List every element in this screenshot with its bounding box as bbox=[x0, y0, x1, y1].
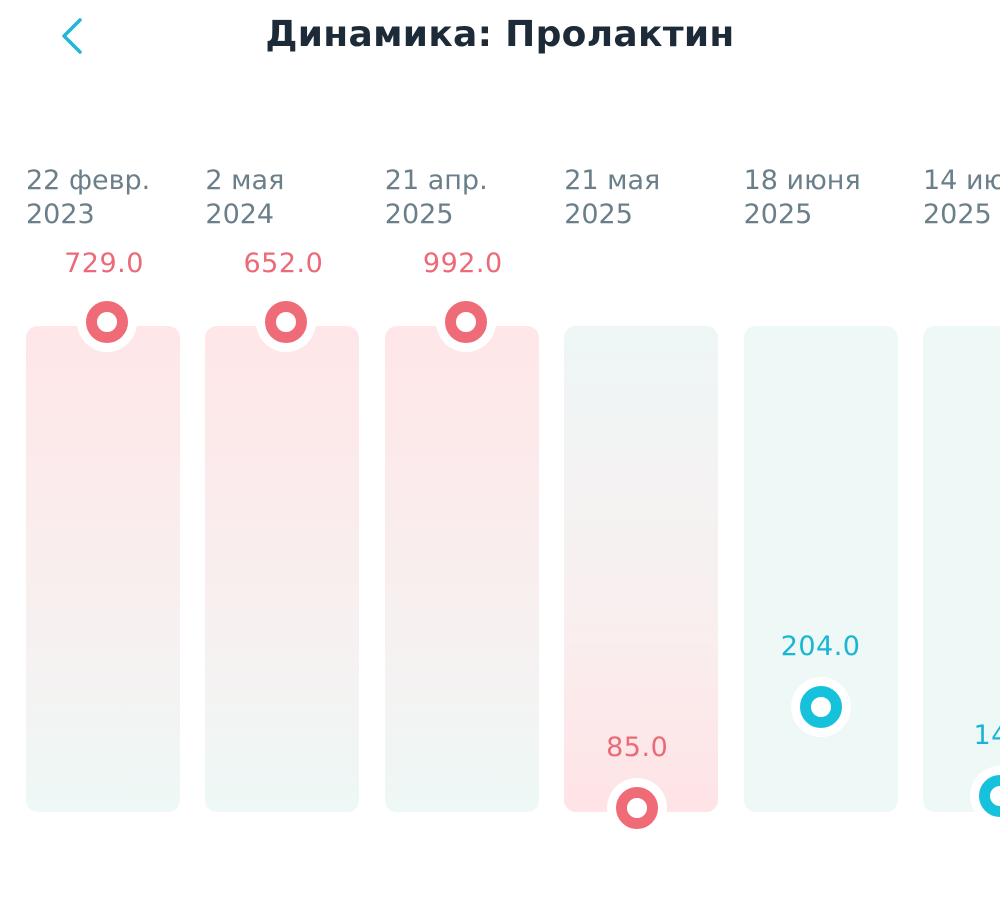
data-point-ring bbox=[444, 301, 487, 343]
reference-bar bbox=[205, 326, 360, 812]
date-label-year: 2024 bbox=[205, 199, 275, 230]
reference-bar bbox=[384, 326, 539, 812]
chevron-left-icon[interactable] bbox=[52, 12, 96, 60]
data-point-ring bbox=[799, 686, 842, 729]
date-label: 22 февр. 2023 bbox=[26, 164, 226, 232]
data-point-ring bbox=[616, 787, 659, 829]
date-label: 2 мая 2024 bbox=[205, 164, 405, 232]
data-point-ring bbox=[265, 301, 308, 343]
date-label-day: 21 апр. bbox=[384, 165, 488, 196]
date-label-day: 21 мая bbox=[564, 165, 661, 196]
data-point-marker[interactable] bbox=[790, 677, 851, 738]
chart-column: 21 апр. 2025 992.0 bbox=[384, 0, 539, 906]
chart-column: 18 июня 2025 204.0 bbox=[743, 0, 898, 906]
value-label: 652.0 bbox=[243, 248, 324, 279]
date-label-year: 2025 bbox=[564, 199, 633, 230]
date-label-year: 2025 bbox=[384, 199, 454, 230]
date-label-year: 2025 bbox=[923, 199, 992, 230]
reference-bar bbox=[564, 326, 719, 812]
data-point-marker[interactable] bbox=[77, 292, 137, 352]
date-label-day: 22 февр. bbox=[26, 165, 151, 196]
data-point-marker[interactable] bbox=[435, 292, 496, 352]
data-point-marker[interactable] bbox=[256, 292, 317, 352]
header: Динамика: Пролактин bbox=[0, 0, 1000, 80]
date-label-day: 2 мая bbox=[205, 165, 285, 196]
data-point-marker[interactable] bbox=[607, 778, 668, 838]
data-point-ring bbox=[86, 301, 128, 343]
value-label: 85.0 bbox=[606, 732, 669, 763]
value-label: 992.0 bbox=[422, 248, 503, 279]
value-label: 729.0 bbox=[64, 248, 144, 279]
date-label-year: 2025 bbox=[743, 199, 813, 230]
chart-column: 22 февр. 2023 729.0 bbox=[26, 0, 180, 906]
date-label-day: 18 июня bbox=[743, 165, 861, 196]
value-label: 143 bbox=[973, 719, 1000, 751]
date-label: 21 апр. 2025 bbox=[385, 164, 585, 232]
date-label-year: 2023 bbox=[26, 199, 95, 230]
page-title: Динамика: Пролактин bbox=[265, 14, 735, 55]
data-point-ring bbox=[979, 774, 1000, 817]
value-label: 204.0 bbox=[780, 631, 861, 663]
date-label: 21 мая 2025 bbox=[564, 164, 764, 232]
date-label-day: 14 ию bbox=[923, 165, 1000, 196]
chart-column: 21 мая 2025 85.0 bbox=[564, 0, 719, 906]
chart-column: 2 мая 2024 652.0 bbox=[205, 0, 360, 906]
date-label: 18 июня 2025 bbox=[744, 164, 944, 232]
reference-bar bbox=[743, 326, 898, 812]
reference-bar bbox=[923, 326, 1000, 812]
reference-bar bbox=[26, 326, 180, 812]
date-label: 14 ию 2025 bbox=[923, 164, 1000, 232]
